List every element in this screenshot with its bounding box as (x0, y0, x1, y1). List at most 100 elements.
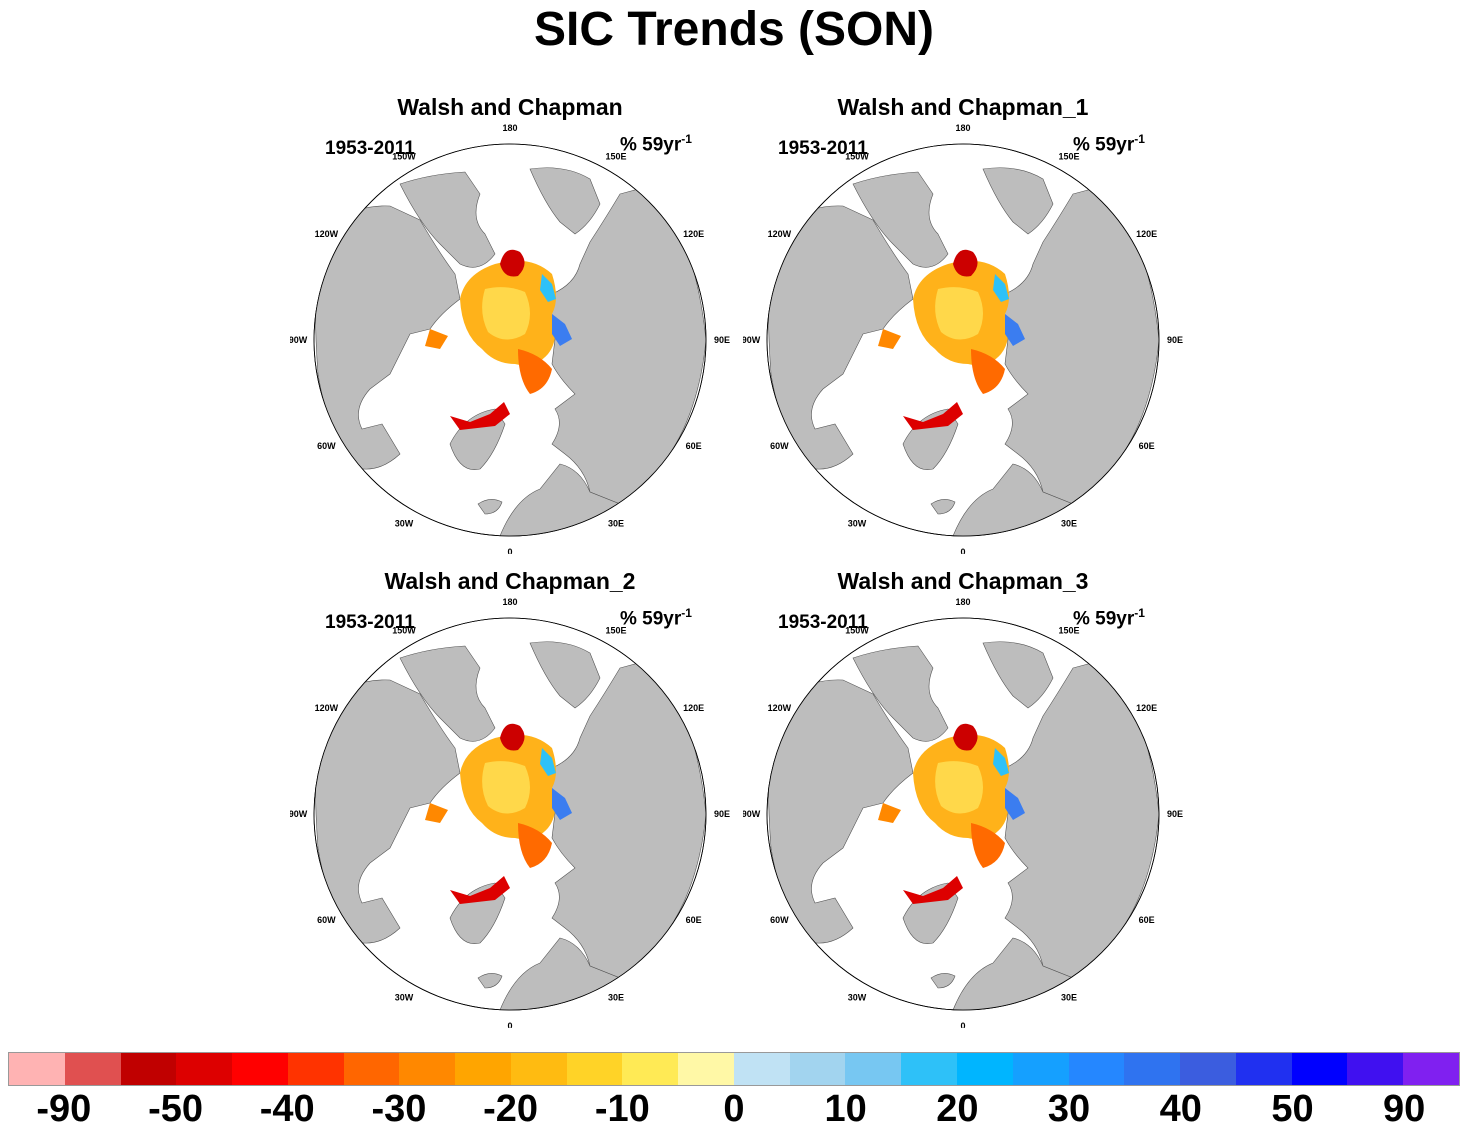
sea-ice-trend (425, 803, 448, 823)
land-mass (529, 641, 601, 709)
longitude-label: 150E (605, 625, 626, 635)
longitude-label: 120W (768, 703, 792, 713)
longitude-label: 0 (507, 547, 512, 554)
sea-ice-trend (1005, 314, 1025, 346)
land-mass (768, 679, 914, 944)
sea-ice-trend (540, 748, 556, 776)
longitude-label: 180 (955, 598, 970, 607)
longitude-label: 90W (743, 335, 761, 345)
land-mass (930, 973, 956, 989)
colorbar-tick-label: 20 (936, 1088, 979, 1130)
colorbar-swatch (566, 1053, 623, 1085)
colorbar-swatch (845, 1053, 902, 1085)
map-border (313, 143, 707, 537)
longitude-label: 30E (608, 993, 624, 1003)
colorbar-swatch (64, 1053, 121, 1085)
figure-title: SIC Trends (SON) (533, 3, 935, 56)
sea-ice-trend (500, 723, 525, 751)
colorbar-swatch (1068, 1053, 1125, 1085)
sea-ice-trend (953, 723, 978, 751)
colorbar-tick-label: -30 (371, 1088, 427, 1130)
land-mass (982, 167, 1054, 235)
longitude-label: 180 (502, 598, 517, 607)
colorbar-tick-label: -20 (483, 1088, 539, 1130)
sea-ice-trend (1005, 788, 1025, 820)
colorbar-tick-label: 0 (723, 1088, 745, 1130)
sea-ice-trend (878, 329, 901, 349)
colorbar-swatch (678, 1053, 734, 1085)
sea-ice-trend (993, 748, 1009, 776)
colorbar-swatch (1235, 1053, 1292, 1085)
panel-title: Walsh and Chapman (397, 94, 623, 120)
sea-ice-trend (903, 876, 963, 904)
longitude-label: 60W (770, 441, 789, 451)
longitude-label: 180 (955, 124, 970, 133)
colorbar-tick-label: 30 (1047, 1088, 1091, 1130)
longitude-label: 120E (683, 229, 704, 239)
colorbar-swatch (789, 1053, 846, 1085)
panel-title: Walsh and Chapman_1 (837, 94, 1089, 120)
longitude-label: 30E (1061, 993, 1077, 1003)
longitude-label: 90W (290, 809, 308, 819)
land-mass (852, 171, 949, 268)
longitude-label: 150E (605, 151, 626, 161)
longitude-label: 120W (768, 229, 792, 239)
land-mass (768, 205, 914, 470)
colorbar-tick-label: 10 (824, 1088, 867, 1130)
land-mass (930, 499, 956, 515)
land-mass (399, 645, 496, 742)
longitude-label: 120E (1136, 703, 1157, 713)
units-label: % 59yr-1 (620, 132, 692, 156)
map-panel: Walsh and Chapman_1 1953-2011 % 59yr-1 1… (743, 94, 1183, 554)
longitude-label: 30E (608, 519, 624, 529)
colorbar-swatch (510, 1053, 567, 1085)
colorbar-swatch (9, 1053, 65, 1085)
colorbar-swatch (399, 1053, 456, 1085)
longitude-label: 90E (1167, 335, 1183, 345)
colorbar (8, 1052, 1460, 1086)
longitude-label: 120E (683, 703, 704, 713)
land-mass (477, 499, 503, 515)
longitude-label: 60W (317, 441, 336, 451)
colorbar-tick-label: -10 (594, 1088, 650, 1130)
period-label: 1953-2011 (778, 612, 868, 633)
longitude-label: 150W (845, 151, 869, 161)
sea-ice-trend (482, 287, 530, 340)
map-panel: Walsh and Chapman 1953-2011 % 59yr-1 180… (290, 94, 730, 554)
land-mass (315, 205, 461, 470)
period-label: 1953-2011 (778, 138, 868, 159)
longitude-label: 30W (395, 519, 414, 529)
longitude-label: 0 (507, 1021, 512, 1028)
colorbar-tick-label: 90 (1383, 1088, 1426, 1130)
land-mass (529, 167, 601, 235)
sea-ice-trend (935, 761, 983, 814)
longitude-label: 120W (315, 703, 339, 713)
sea-ice-trend (552, 314, 572, 346)
sea-ice-trend (935, 287, 983, 340)
map-border (766, 143, 1160, 537)
longitude-label: 30E (1061, 519, 1077, 529)
longitude-label: 30W (848, 993, 867, 1003)
longitude-label: 150W (845, 625, 869, 635)
polar-map: 180 150E 120E 90E 60E 30E 0 30W 60W 90W 120W 150W (743, 598, 1183, 1028)
sea-ice-trend (971, 349, 1005, 394)
longitude-label: 30W (848, 519, 867, 529)
sea-ice-trend (500, 249, 525, 277)
longitude-label: 60E (686, 441, 702, 451)
longitude-label: 0 (960, 547, 965, 554)
land-mass (852, 645, 949, 742)
units-label: % 59yr-1 (620, 606, 692, 630)
longitude-label: 60E (1139, 915, 1155, 925)
sea-ice-trend (450, 402, 510, 430)
land-mass (315, 679, 461, 944)
colorbar-swatch (1012, 1053, 1069, 1085)
sea-ice-trend (993, 274, 1009, 302)
colorbar-swatch (957, 1053, 1013, 1085)
colorbar-swatch (343, 1053, 400, 1085)
longitude-label: 60E (1139, 441, 1155, 451)
sea-ice-trend (971, 823, 1005, 868)
colorbar-swatch (232, 1053, 288, 1085)
map-border (766, 617, 1160, 1011)
period-label: 1953-2011 (325, 138, 415, 159)
colorbar-swatch (1124, 1053, 1181, 1085)
